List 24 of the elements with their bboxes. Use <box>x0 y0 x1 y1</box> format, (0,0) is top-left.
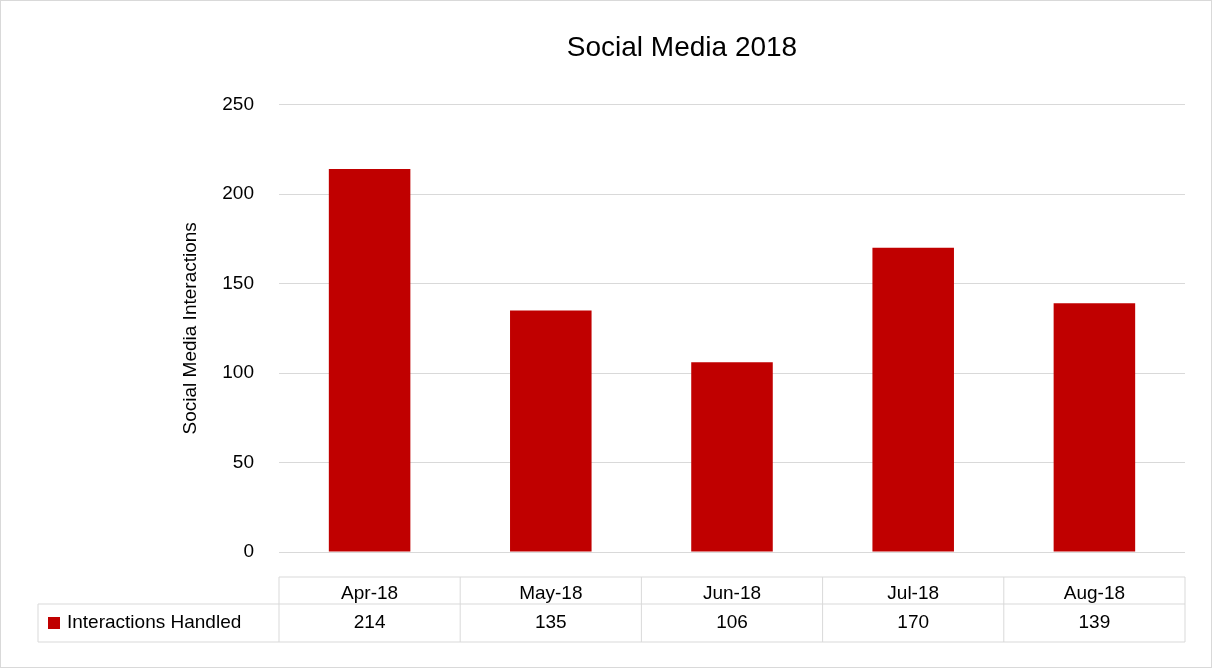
y-tick-label: 250 <box>222 92 254 114</box>
y-tick-label: 200 <box>222 182 254 204</box>
y-tick-label: 150 <box>222 271 254 293</box>
x-tick-label: Jul-18 <box>887 581 940 603</box>
x-tick-label: Aug-18 <box>1063 581 1126 603</box>
data-label: 139 <box>1078 611 1111 633</box>
data-label: 170 <box>897 611 930 633</box>
x-tick-label: May-18 <box>519 581 583 603</box>
bar <box>510 310 592 552</box>
data-label: 106 <box>716 611 748 633</box>
bar <box>1053 303 1136 552</box>
bar <box>328 169 411 552</box>
y-tick-label: 0 <box>243 540 254 562</box>
bar <box>691 362 773 552</box>
legend-label: Interactions Handled <box>67 611 242 633</box>
bar <box>872 247 954 552</box>
y-tick-label: 100 <box>222 361 254 383</box>
y-axis-title: Social Media Interactions <box>178 222 200 435</box>
chart-title: Social Media 2018 <box>566 30 798 62</box>
y-tick-label: 50 <box>232 450 254 472</box>
x-tick-label: Jun-18 <box>702 581 762 603</box>
data-label: 214 <box>353 611 386 633</box>
x-tick-label: Apr-18 <box>341 581 399 603</box>
data-label: 135 <box>534 611 567 633</box>
